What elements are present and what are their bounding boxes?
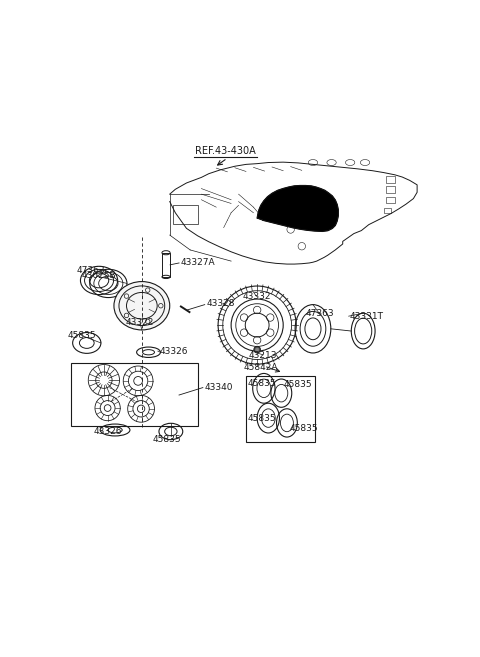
Ellipse shape (114, 282, 170, 330)
Bar (162, 253, 170, 277)
Text: 43331T: 43331T (349, 311, 384, 321)
Text: 45835: 45835 (290, 424, 319, 433)
Text: 45835: 45835 (248, 414, 276, 422)
Text: 43340: 43340 (204, 383, 233, 392)
Bar (385, 196, 395, 204)
Circle shape (254, 346, 261, 353)
Text: 45835: 45835 (283, 380, 312, 389)
Bar (246, 376, 315, 442)
Text: 47363: 47363 (305, 309, 334, 319)
Text: 45842A: 45842A (244, 363, 278, 372)
Text: 43332: 43332 (242, 292, 271, 301)
Bar (173, 205, 198, 224)
Text: REF.43-430A: REF.43-430A (195, 147, 256, 156)
Text: 43322: 43322 (125, 318, 154, 327)
Text: 45835: 45835 (152, 435, 180, 444)
Text: 43326: 43326 (160, 347, 188, 355)
Circle shape (255, 348, 259, 351)
Polygon shape (257, 185, 338, 231)
Bar (384, 208, 391, 214)
Bar (385, 175, 395, 183)
Text: 43625B: 43625B (82, 271, 116, 281)
Bar (385, 186, 395, 193)
Bar (71, 363, 198, 426)
Text: 43327A: 43327A (181, 258, 216, 267)
Text: 45835: 45835 (67, 331, 96, 340)
Text: 43326: 43326 (94, 427, 122, 436)
Text: 47363: 47363 (77, 266, 106, 275)
Text: 45835: 45835 (248, 378, 276, 388)
Text: 43213: 43213 (249, 351, 277, 361)
Text: 43328: 43328 (207, 300, 235, 308)
